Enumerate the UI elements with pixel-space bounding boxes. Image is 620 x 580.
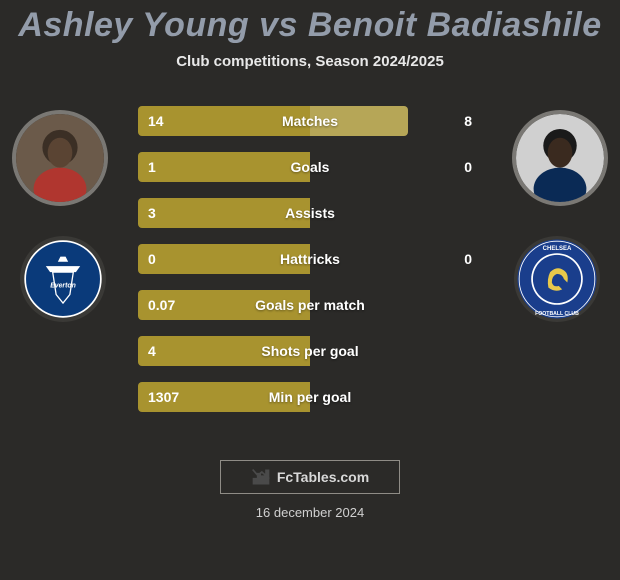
person-icon: [16, 114, 104, 202]
stat-row: 10Goals: [138, 152, 482, 182]
svg-text:CHELSEA: CHELSEA: [543, 246, 572, 252]
player-right-avatar: [512, 110, 608, 206]
svg-text:Everton: Everton: [50, 283, 76, 290]
stat-label: Matches: [138, 106, 482, 136]
person-icon: [516, 114, 604, 202]
comparison-chart: Everton CHELSEA FOOTBALL CLUB 148Matches…: [0, 106, 620, 436]
player-left-avatar: [12, 110, 108, 206]
stat-row: 0.07Goals per match: [138, 290, 482, 320]
club-right-badge: CHELSEA FOOTBALL CLUB: [514, 236, 600, 322]
stat-label: Hattricks: [138, 244, 482, 274]
stat-label: Goals: [138, 152, 482, 182]
stat-row: 4Shots per goal: [138, 336, 482, 366]
everton-crest-icon: Everton: [20, 236, 106, 322]
stat-row: 1307Min per goal: [138, 382, 482, 412]
stat-row: 148Matches: [138, 106, 482, 136]
stat-row: 3Assists: [138, 198, 482, 228]
chart-icon: [251, 467, 271, 487]
svg-text:FOOTBALL CLUB: FOOTBALL CLUB: [535, 311, 579, 317]
stat-label: Shots per goal: [138, 336, 482, 366]
stat-label: Assists: [138, 198, 482, 228]
stat-label: Goals per match: [138, 290, 482, 320]
page-title: Ashley Young vs Benoit Badiashile: [0, 0, 620, 45]
stat-row: 00Hattricks: [138, 244, 482, 274]
footer-date: 16 december 2024: [0, 505, 620, 520]
stat-bars: 148Matches 10Goals 3Assists 00Hattricks 0.07…: [138, 106, 482, 428]
footer-brand: FcTables.com: [220, 460, 400, 494]
footer-brand-text: FcTables.com: [277, 469, 369, 485]
club-left-badge: Everton: [20, 236, 106, 322]
chelsea-crest-icon: CHELSEA FOOTBALL CLUB: [514, 236, 600, 322]
stat-label: Min per goal: [138, 382, 482, 412]
page-subtitle: Club competitions, Season 2024/2025: [0, 53, 620, 70]
